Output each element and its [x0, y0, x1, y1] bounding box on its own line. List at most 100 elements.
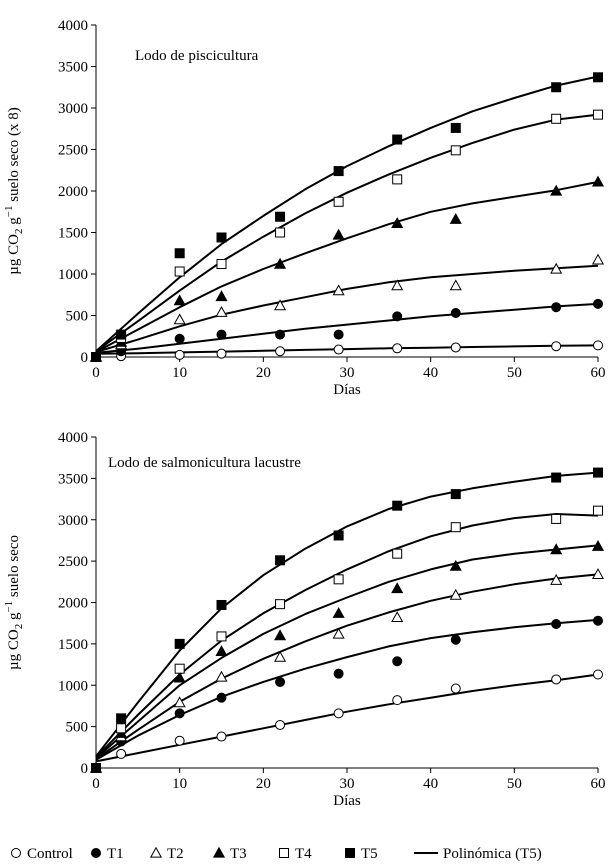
series-t3: [89, 175, 605, 362]
data-point: [550, 543, 563, 555]
data-point: [216, 731, 227, 742]
data-point: [275, 676, 286, 687]
series-t4: [91, 505, 603, 773]
chart-title: Lodo de piscicultura: [135, 48, 259, 64]
data-point: [174, 735, 185, 746]
x-axis-label: Días: [333, 382, 361, 398]
data-point: [215, 305, 228, 317]
data-point: [116, 748, 127, 759]
data-point: [333, 574, 344, 585]
legend-marker: [149, 846, 163, 858]
fit-curve-t5: [95, 471, 599, 758]
fit-curve-t4: [95, 113, 599, 353]
legend-label: T1: [107, 846, 124, 862]
data-point: [551, 82, 562, 93]
data-point: [391, 279, 404, 291]
data-point: [392, 548, 403, 559]
y-tick-label: 1500: [58, 637, 88, 653]
x-tick-label: 50: [507, 365, 522, 381]
data-point: [593, 669, 603, 680]
data-point: [550, 184, 563, 196]
data-point: [274, 257, 287, 269]
data-point: [449, 212, 462, 224]
data-point: [449, 279, 462, 291]
x-tick-label: 30: [340, 365, 355, 381]
data-point: [450, 522, 461, 533]
data-point: [392, 174, 403, 185]
data-point: [333, 329, 344, 340]
chart-title: Lodo de salmonicultura lacustre: [108, 455, 301, 471]
data-point: [333, 530, 344, 541]
data-point: [333, 166, 344, 177]
fit-curve-t4: [95, 513, 599, 758]
x-tick-label: 20: [256, 365, 271, 381]
data-point: [275, 227, 286, 238]
x-tick-label: 10: [172, 365, 187, 381]
legend-marker: [212, 846, 226, 858]
data-point: [333, 344, 344, 355]
data-point: [174, 333, 185, 344]
data-point: [275, 719, 286, 730]
legend-marker: [11, 848, 21, 858]
y-tick-label: 2000: [58, 184, 88, 200]
x-tick-label: 60: [591, 365, 606, 381]
legend-label: Control: [27, 846, 73, 862]
fit-curve-t3: [95, 180, 599, 353]
data-point: [550, 573, 563, 585]
data-point: [591, 175, 605, 187]
data-point: [116, 329, 127, 340]
legend-marker: [345, 848, 355, 858]
y-tick-label: 3500: [58, 60, 88, 76]
data-point: [333, 668, 344, 679]
data-point: [216, 232, 227, 243]
data-point: [391, 611, 404, 623]
data-point: [551, 513, 562, 524]
data-point: [392, 500, 403, 511]
fit-curve-t1: [95, 618, 599, 761]
data-point: [551, 113, 562, 124]
data-point: [333, 196, 344, 207]
data-point: [450, 342, 461, 353]
data-point: [173, 671, 186, 683]
data-point: [173, 313, 186, 325]
x-tick-label: 20: [256, 776, 271, 792]
y-tick-label: 4000: [58, 430, 88, 446]
y-tick-label: 3500: [58, 471, 88, 487]
data-point: [174, 638, 185, 649]
data-point: [216, 259, 227, 270]
x-tick-label: 40: [423, 365, 438, 381]
data-point: [216, 348, 227, 359]
data-point: [392, 134, 403, 145]
y-tick-label: 1000: [58, 678, 88, 694]
legend-label: T2: [167, 846, 184, 862]
fit-curve-t3: [95, 544, 599, 759]
series-t1: [91, 298, 603, 362]
data-point: [174, 349, 185, 360]
data-point: [392, 695, 403, 706]
fit-curve-control: [95, 673, 599, 763]
data-point: [116, 723, 127, 734]
legend-marker: [91, 848, 101, 858]
data-point: [593, 615, 603, 626]
data-point: [593, 109, 603, 120]
data-point: [551, 302, 562, 313]
data-point: [450, 122, 461, 133]
y-tick-label: 4000: [58, 18, 88, 34]
data-point: [91, 763, 101, 773]
y-axis-label: µg CO2 g−1 suelo seco: [3, 535, 25, 670]
data-point: [551, 619, 562, 630]
data-point: [215, 645, 228, 656]
x-tick-label: 0: [92, 776, 100, 792]
data-point: [392, 343, 403, 354]
data-point: [591, 253, 605, 265]
data-point: [174, 248, 185, 259]
y-tick-label: 0: [81, 350, 89, 366]
data-point: [591, 568, 605, 580]
y-tick-label: 500: [66, 309, 89, 325]
data-point: [174, 708, 185, 719]
data-point: [593, 505, 603, 516]
data-point: [391, 582, 404, 594]
data-point: [332, 284, 345, 296]
y-axis-label: µg CO2 g−1 suelo seco (x 8): [3, 107, 25, 275]
y-tick-label: 1000: [58, 267, 88, 283]
